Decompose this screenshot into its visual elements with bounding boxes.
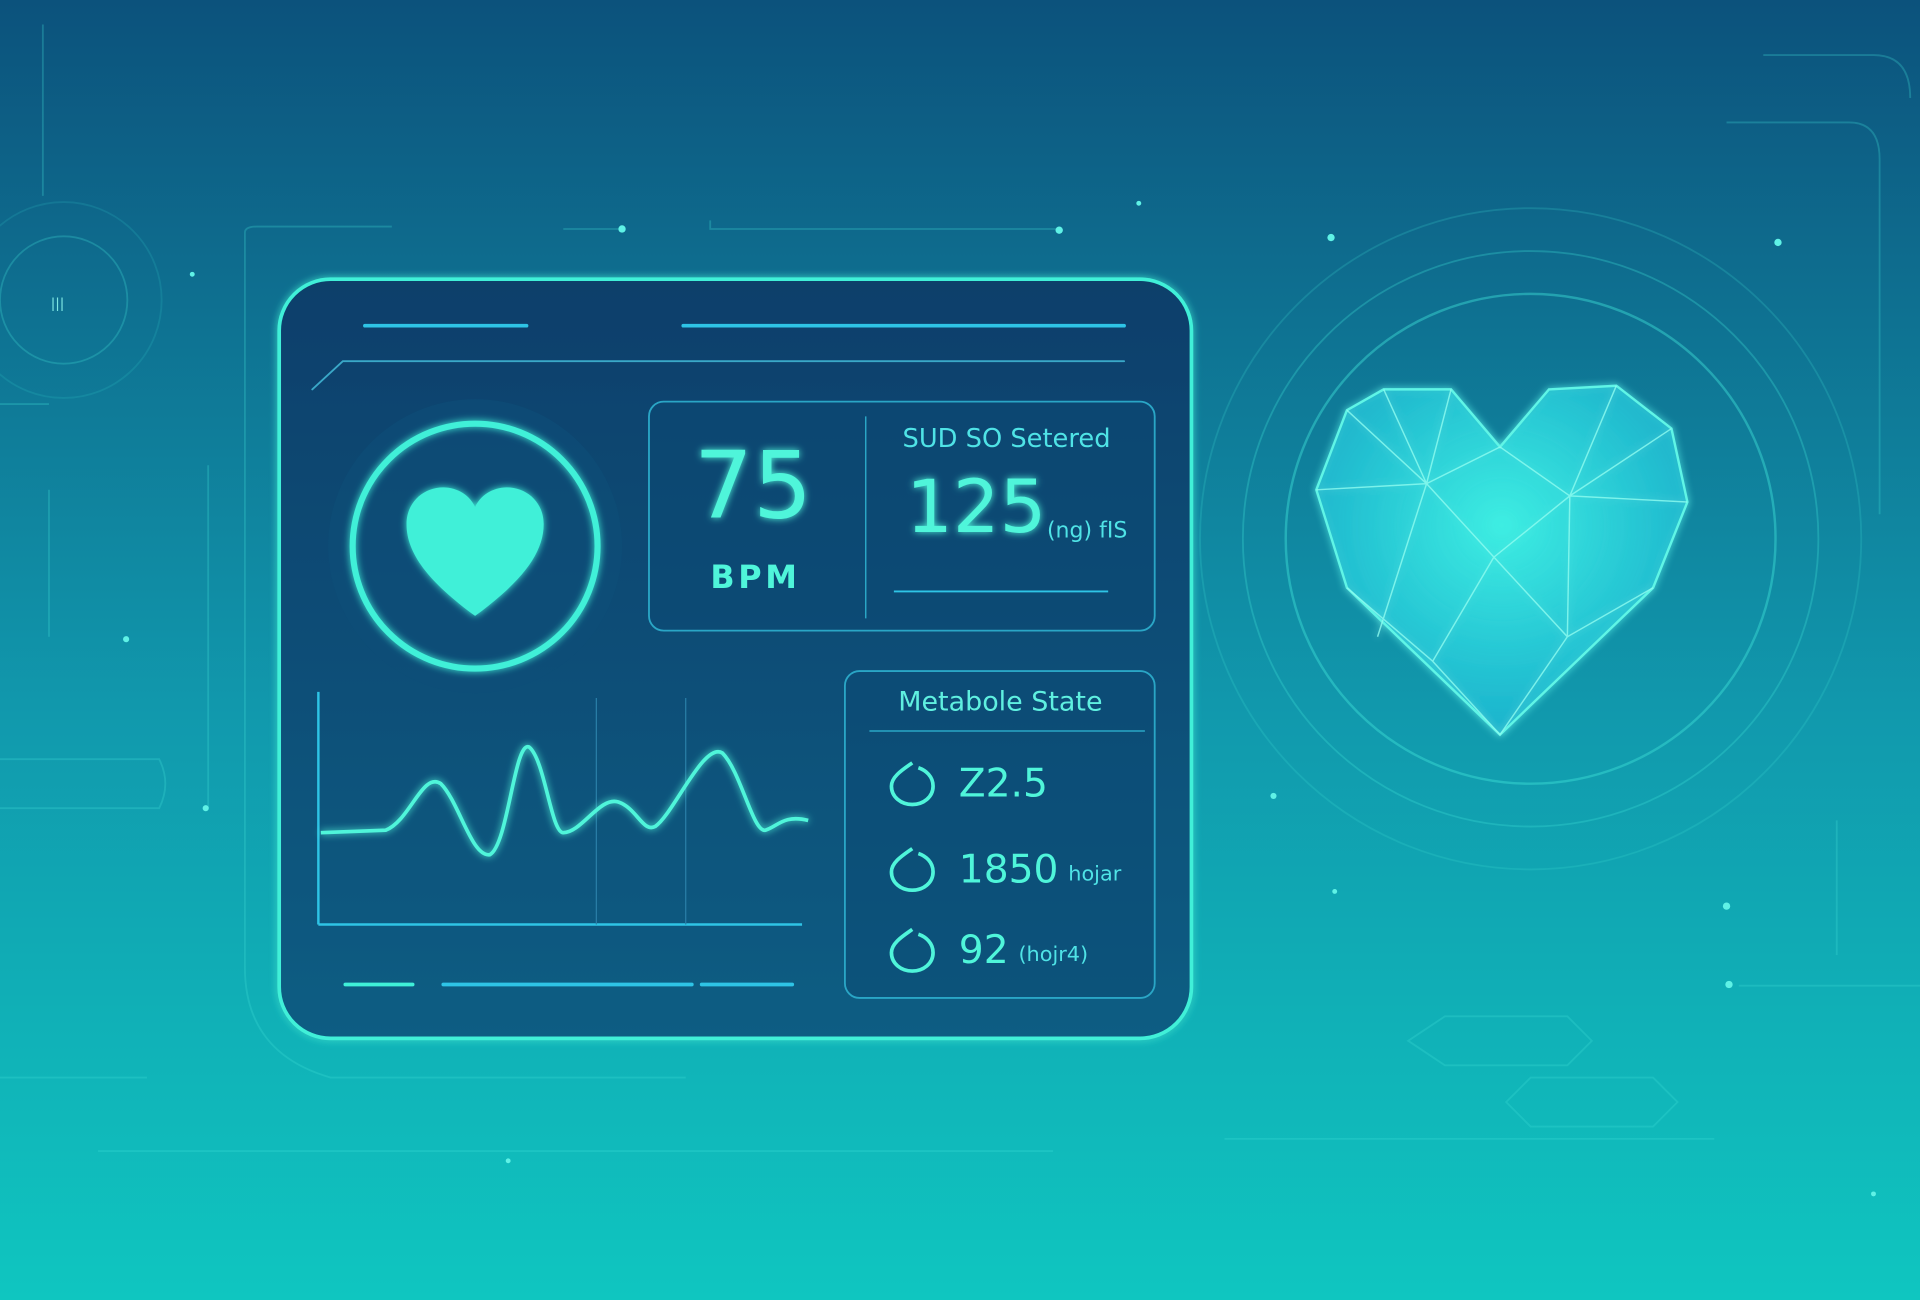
decoration <box>1316 385 1688 736</box>
decoration <box>0 24 1920 1152</box>
item-value: 1850 <box>959 847 1059 892</box>
decoration <box>0 201 163 399</box>
decoration <box>618 225 626 233</box>
polygon-heart <box>1315 384 1689 737</box>
stat-box <box>648 400 1156 632</box>
dust-dots <box>123 200 1876 1197</box>
decoration <box>123 636 130 643</box>
decoration <box>189 271 195 277</box>
waveform-area <box>317 691 809 926</box>
decoration <box>1055 226 1063 234</box>
panel-bars <box>311 323 1126 987</box>
heart-ring <box>349 420 601 672</box>
decoration <box>1327 233 1335 242</box>
decoration <box>1332 888 1338 894</box>
item-icon <box>889 761 935 807</box>
decoration <box>1199 207 1863 871</box>
secondary-value: 125 <box>906 465 1046 550</box>
decoration <box>1725 980 1733 989</box>
metabolic-title: Metabole State <box>898 686 1102 717</box>
decoration <box>311 360 1126 391</box>
item-unit: hojar <box>1068 861 1121 885</box>
metabolic-box <box>843 670 1156 999</box>
heart-rate-value: 75 <box>694 432 812 540</box>
item-unit: (hojr4) <box>1018 942 1088 966</box>
item-value: Z2.5 <box>959 762 1048 807</box>
decoration <box>0 235 129 365</box>
heart-rings <box>1199 207 1863 871</box>
decoration <box>1722 902 1731 910</box>
decoration <box>505 1158 511 1164</box>
decoration <box>1871 1191 1876 1197</box>
decoration <box>1774 238 1782 247</box>
heart-icon <box>406 487 544 616</box>
scene: ||| 75 BPM SUD SO Setered 125 (ng) <box>0 24 1920 1197</box>
secondary-label: SUD SO Setered <box>903 424 1111 454</box>
decoration <box>1270 792 1277 799</box>
circuit-lines <box>0 24 1920 1152</box>
decoration <box>1284 292 1777 785</box>
metabolic-items: Z2.5 1850 hojar 92 (hojr4) <box>889 761 1122 973</box>
item-value: 92 <box>959 928 1009 973</box>
decoration <box>1136 200 1142 206</box>
secondary-unit: (ng) fIS <box>1047 518 1127 543</box>
decoration <box>1241 250 1820 828</box>
item-icon <box>889 847 935 893</box>
side-indicator: ||| <box>51 297 65 312</box>
waveform <box>320 745 809 857</box>
item-icon <box>889 927 935 973</box>
decoration <box>202 805 209 812</box>
heart-rate-unit: BPM <box>710 558 800 596</box>
